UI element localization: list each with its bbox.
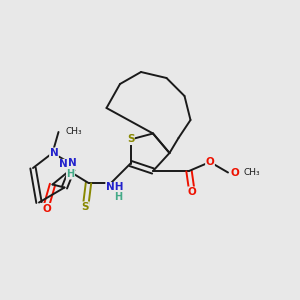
Text: S: S xyxy=(82,202,89,212)
Text: O: O xyxy=(230,167,239,178)
Text: H: H xyxy=(114,192,123,203)
Text: S: S xyxy=(127,134,134,145)
Text: N: N xyxy=(50,148,58,158)
Text: CH₃: CH₃ xyxy=(66,128,82,136)
Text: NH: NH xyxy=(106,182,123,193)
Text: CH₃: CH₃ xyxy=(243,168,260,177)
Text: O: O xyxy=(206,157,214,167)
Text: O: O xyxy=(188,187,196,197)
Text: O: O xyxy=(42,203,51,214)
Text: H: H xyxy=(66,169,75,179)
Text: NH: NH xyxy=(59,159,76,170)
Text: N: N xyxy=(68,158,76,169)
